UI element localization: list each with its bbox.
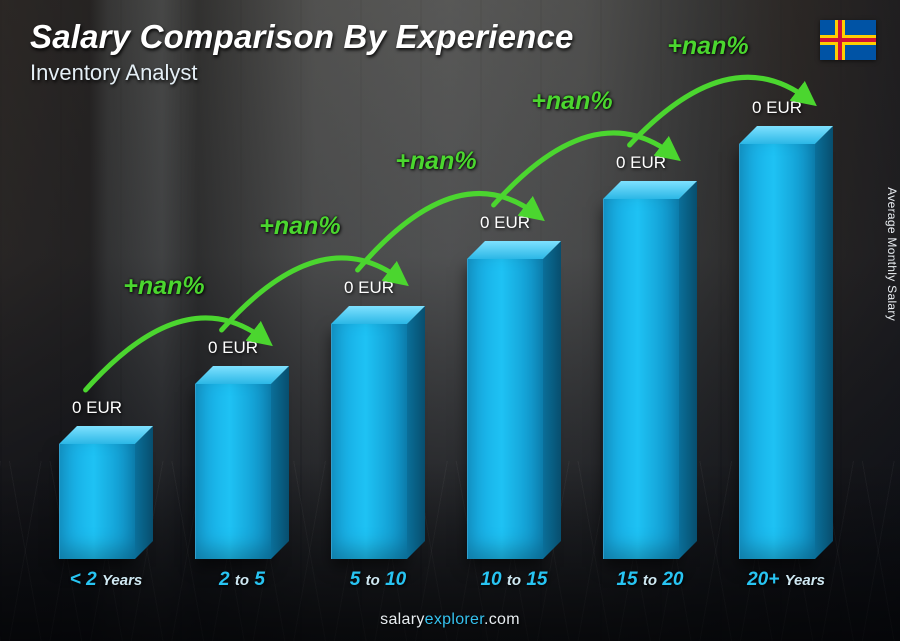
bar-side — [543, 241, 561, 559]
footer-accent: explorer — [425, 611, 484, 628]
delta-arc — [38, 87, 854, 587]
footer-brand: salaryexplorer.com — [0, 611, 900, 629]
bar-front — [331, 324, 407, 559]
bar-front — [603, 199, 679, 559]
x-axis-label: 20+ Years — [698, 569, 874, 591]
delta-label: +nan% — [123, 272, 204, 301]
bar-chart: 0 EUR< 2 Years0 EUR2 to 50 EUR5 to 100 E… — [38, 87, 854, 587]
delta-arc — [38, 87, 854, 587]
delta-label: +nan% — [531, 87, 612, 116]
page-title: Salary Comparison By Experience — [30, 18, 574, 56]
bar: 0 EUR — [467, 259, 543, 559]
y-axis-label: Average Monthly Salary — [885, 187, 899, 321]
bar: 0 EUR — [603, 199, 679, 559]
bar-side — [815, 126, 833, 559]
delta-label: +nan% — [259, 212, 340, 241]
bar: 0 EUR — [739, 144, 815, 559]
title-block: Salary Comparison By Experience Inventor… — [30, 18, 574, 86]
flag-icon — [820, 20, 876, 60]
bar-value-label: 0 EUR — [452, 213, 558, 233]
bar: 0 EUR — [195, 384, 271, 559]
delta-arc — [38, 87, 854, 587]
bar-value-label: 0 EUR — [180, 338, 286, 358]
bar: 0 EUR — [59, 444, 135, 559]
bar-side — [679, 181, 697, 559]
infographic-canvas: Salary Comparison By Experience Inventor… — [0, 0, 900, 641]
footer-prefix: salary — [380, 611, 424, 628]
bar-value-label: 0 EUR — [44, 398, 150, 418]
bar-value-label: 0 EUR — [724, 98, 830, 118]
page-subtitle: Inventory Analyst — [30, 60, 574, 86]
delta-arc — [38, 87, 854, 587]
bar-front — [467, 259, 543, 559]
delta-label: +nan% — [667, 32, 748, 61]
bar-side — [135, 426, 153, 559]
bar: 0 EUR — [331, 324, 407, 559]
delta-label: +nan% — [395, 147, 476, 176]
bar-value-label: 0 EUR — [316, 278, 422, 298]
delta-arc — [38, 87, 854, 587]
bar-value-label: 0 EUR — [588, 153, 694, 173]
bar-front — [59, 444, 135, 559]
bar-front — [739, 144, 815, 559]
bar-side — [271, 366, 289, 559]
footer-suffix: .com — [484, 611, 520, 628]
bar-front — [195, 384, 271, 559]
bar-side — [407, 306, 425, 559]
